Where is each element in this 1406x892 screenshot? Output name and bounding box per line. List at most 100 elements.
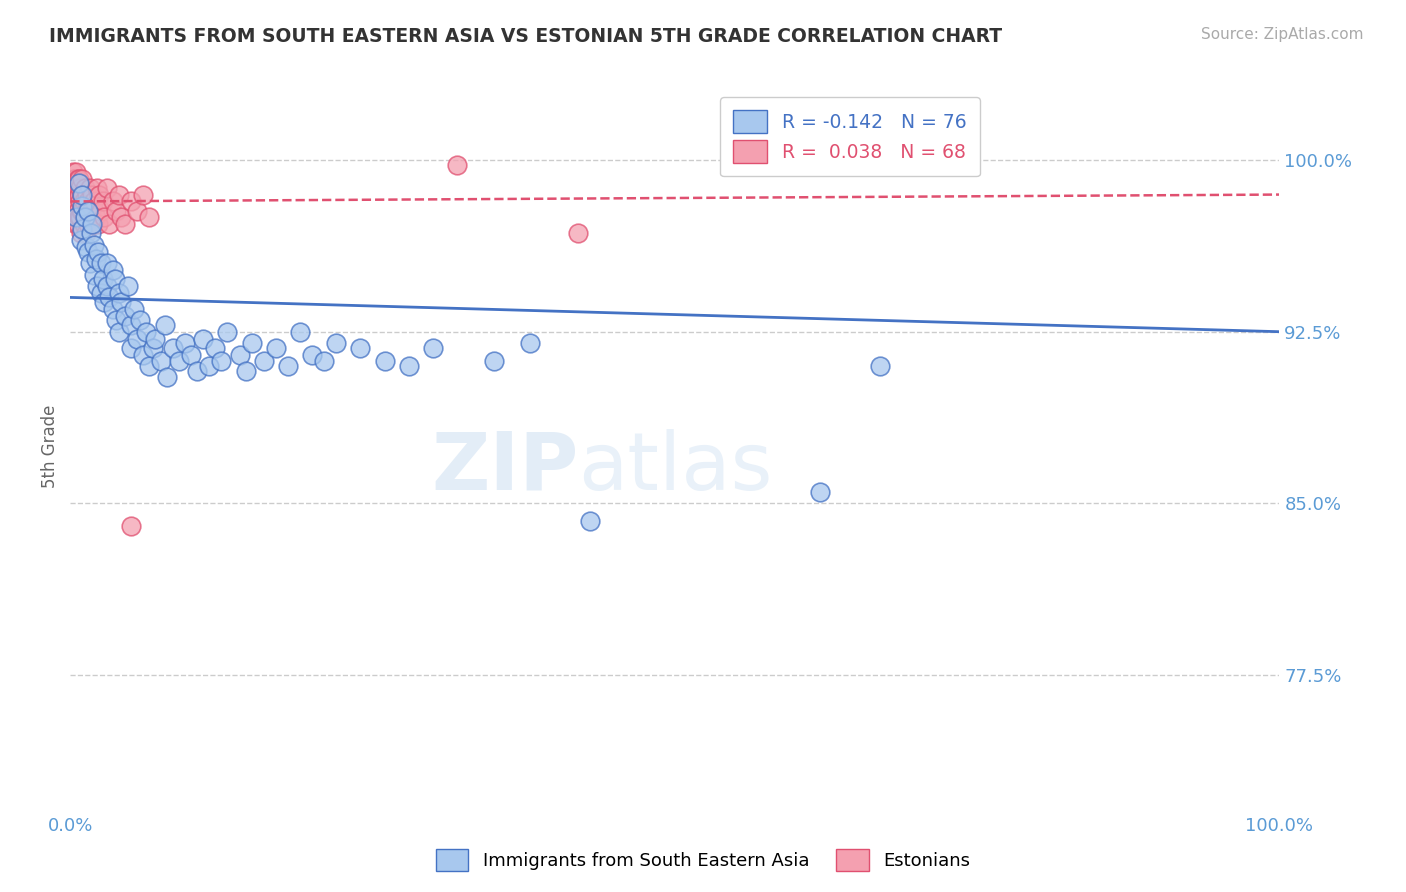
Point — [253, 354, 276, 368]
Point — [277, 359, 299, 373]
Point — [129, 313, 152, 327]
Point — [132, 347, 155, 362]
Point — [67, 211, 90, 225]
Point — [79, 180, 101, 194]
Point — [75, 240, 97, 254]
Point — [72, 187, 94, 202]
Point — [211, 354, 233, 368]
Point — [104, 272, 127, 286]
Point — [162, 341, 184, 355]
Point — [72, 194, 94, 209]
Point — [79, 256, 101, 270]
Point — [82, 217, 104, 231]
Point — [66, 217, 89, 231]
Text: atlas: atlas — [578, 429, 772, 507]
Point — [83, 194, 105, 209]
Point — [84, 252, 107, 266]
Point — [66, 180, 89, 194]
Point — [65, 203, 87, 218]
Point — [105, 313, 128, 327]
Point — [80, 227, 103, 241]
Point — [63, 171, 86, 186]
Point — [90, 285, 111, 300]
Point — [63, 203, 86, 218]
Point — [132, 187, 155, 202]
Point — [62, 194, 84, 209]
Point — [87, 217, 110, 231]
Point — [124, 301, 146, 316]
Point — [86, 180, 108, 194]
Point — [77, 217, 100, 231]
Point — [114, 217, 136, 231]
Point — [264, 341, 287, 355]
Point — [77, 194, 100, 209]
Point — [446, 158, 468, 172]
Point — [193, 332, 215, 346]
Point — [167, 354, 190, 368]
Point — [110, 295, 132, 310]
Point — [76, 187, 98, 202]
Point — [70, 203, 93, 218]
Point — [83, 268, 105, 282]
Point — [77, 203, 100, 218]
Legend: R = -0.142   N = 76, R =  0.038   N = 68: R = -0.142 N = 76, R = 0.038 N = 68 — [720, 97, 980, 177]
Point — [67, 171, 90, 186]
Point — [63, 211, 86, 225]
Point — [174, 336, 197, 351]
Point — [110, 211, 132, 225]
Point — [72, 199, 94, 213]
Point — [91, 194, 114, 209]
Point — [75, 203, 97, 218]
Point — [75, 227, 97, 241]
Point — [519, 336, 541, 351]
Point — [105, 203, 128, 218]
Point — [869, 359, 891, 373]
Point — [84, 211, 107, 225]
Point — [204, 341, 226, 355]
Point — [808, 484, 831, 499]
Point — [77, 244, 100, 259]
Point — [101, 194, 124, 209]
Point — [73, 211, 96, 225]
Point — [86, 279, 108, 293]
Point — [62, 164, 84, 178]
Point — [65, 187, 87, 202]
Point — [107, 285, 129, 300]
Point — [120, 318, 142, 332]
Point — [90, 203, 111, 218]
Point — [70, 227, 93, 241]
Point — [63, 176, 86, 190]
Point — [98, 290, 121, 304]
Point — [567, 227, 589, 241]
Point — [240, 336, 263, 351]
Point — [143, 332, 166, 346]
Point — [79, 211, 101, 225]
Point — [65, 217, 87, 231]
Point — [66, 203, 89, 218]
Point — [65, 164, 87, 178]
Point — [63, 171, 86, 186]
Point — [72, 187, 94, 202]
Point — [96, 256, 118, 270]
Point — [114, 309, 136, 323]
Point — [120, 341, 142, 355]
Point — [180, 347, 202, 362]
Point — [63, 187, 86, 202]
Point — [349, 341, 371, 355]
Point — [314, 354, 336, 368]
Point — [69, 211, 91, 225]
Point — [235, 363, 257, 377]
Point — [69, 194, 91, 209]
Point — [91, 272, 114, 286]
Point — [80, 203, 103, 218]
Point — [228, 347, 250, 362]
Point — [288, 325, 311, 339]
Point — [374, 354, 396, 368]
Point — [80, 217, 103, 231]
Point — [198, 359, 221, 373]
Point — [153, 318, 176, 332]
Point — [70, 233, 93, 247]
Point — [138, 211, 160, 225]
Point — [80, 187, 103, 202]
Point — [62, 180, 84, 194]
